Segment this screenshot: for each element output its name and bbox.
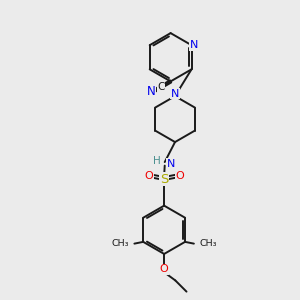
Text: CH₃: CH₃: [199, 239, 217, 248]
Text: C: C: [157, 82, 165, 92]
Text: O: O: [144, 171, 153, 181]
Text: H: H: [153, 156, 161, 166]
Text: N: N: [147, 85, 156, 98]
Text: CH₃: CH₃: [112, 239, 129, 248]
Text: N: N: [167, 158, 175, 169]
Text: O: O: [160, 264, 169, 274]
Text: O: O: [175, 171, 184, 181]
Text: N: N: [189, 40, 198, 50]
Text: S: S: [160, 172, 168, 186]
Text: N: N: [171, 89, 179, 99]
